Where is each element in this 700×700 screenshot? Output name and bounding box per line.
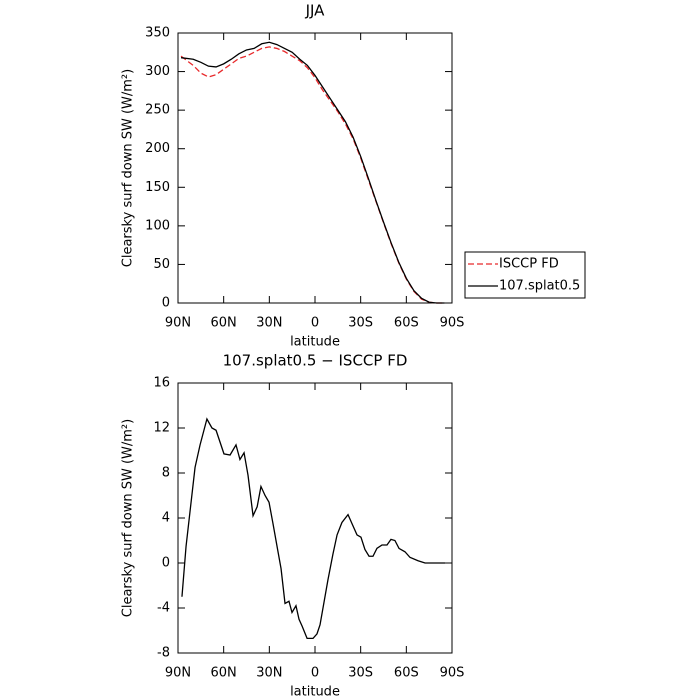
y-tick-label: 4 (162, 511, 170, 526)
y-axis-label: Clearsky surf down SW (W/m²) (121, 69, 136, 267)
x-axis-label: latitude (290, 335, 340, 350)
x-tick-label: 60S (394, 316, 419, 331)
chart-title: JJA (305, 2, 326, 20)
x-tick-label: 90S (440, 316, 465, 331)
x-tick-label: 60N (211, 666, 237, 681)
x-tick-label: 60S (394, 666, 419, 681)
y-tick-label: 16 (153, 376, 170, 391)
x-tick-label: 30N (256, 316, 282, 331)
y-tick-label: 50 (153, 257, 170, 272)
plot-frame (177, 32, 453, 304)
y-tick-label: 250 (145, 103, 170, 118)
y-tick-label: 200 (145, 141, 170, 156)
x-tick-label: 0 (311, 316, 319, 331)
data-line (180, 41, 445, 304)
x-axis-label: latitude (290, 685, 340, 700)
y-tick-label: 12 (153, 421, 170, 436)
y-tick-label: -8 (157, 646, 170, 661)
x-tick-label: 90S (440, 666, 465, 681)
x-tick-label: 0 (311, 666, 319, 681)
y-tick-label: 100 (145, 218, 170, 233)
chart-title: 107.splat0.5 − ISCCP FD (223, 352, 408, 370)
y-axis-label: Clearsky surf down SW (W/m²) (121, 419, 136, 617)
x-tick-label: 90N (165, 316, 191, 331)
x-tick-label: 30N (256, 666, 282, 681)
y-tick-label: 0 (162, 296, 170, 311)
legend-label: ISCCP FD (499, 257, 559, 272)
x-tick-label: 90N (165, 666, 191, 681)
y-tick-label: 300 (145, 64, 170, 79)
y-tick-label: 350 (145, 26, 170, 41)
y-tick-label: 150 (145, 180, 170, 195)
x-tick-label: 30S (348, 316, 373, 331)
x-tick-label: 60N (211, 316, 237, 331)
y-tick-label: 8 (162, 466, 170, 481)
data-line (181, 417, 445, 640)
legend-box (464, 251, 586, 299)
legend-label: 107.splat0.5 (499, 279, 580, 294)
y-tick-label: 0 (162, 556, 170, 571)
data-line (180, 46, 445, 304)
x-tick-label: 30S (348, 666, 373, 681)
plot-frame (177, 382, 453, 654)
y-tick-label: -4 (157, 601, 170, 616)
